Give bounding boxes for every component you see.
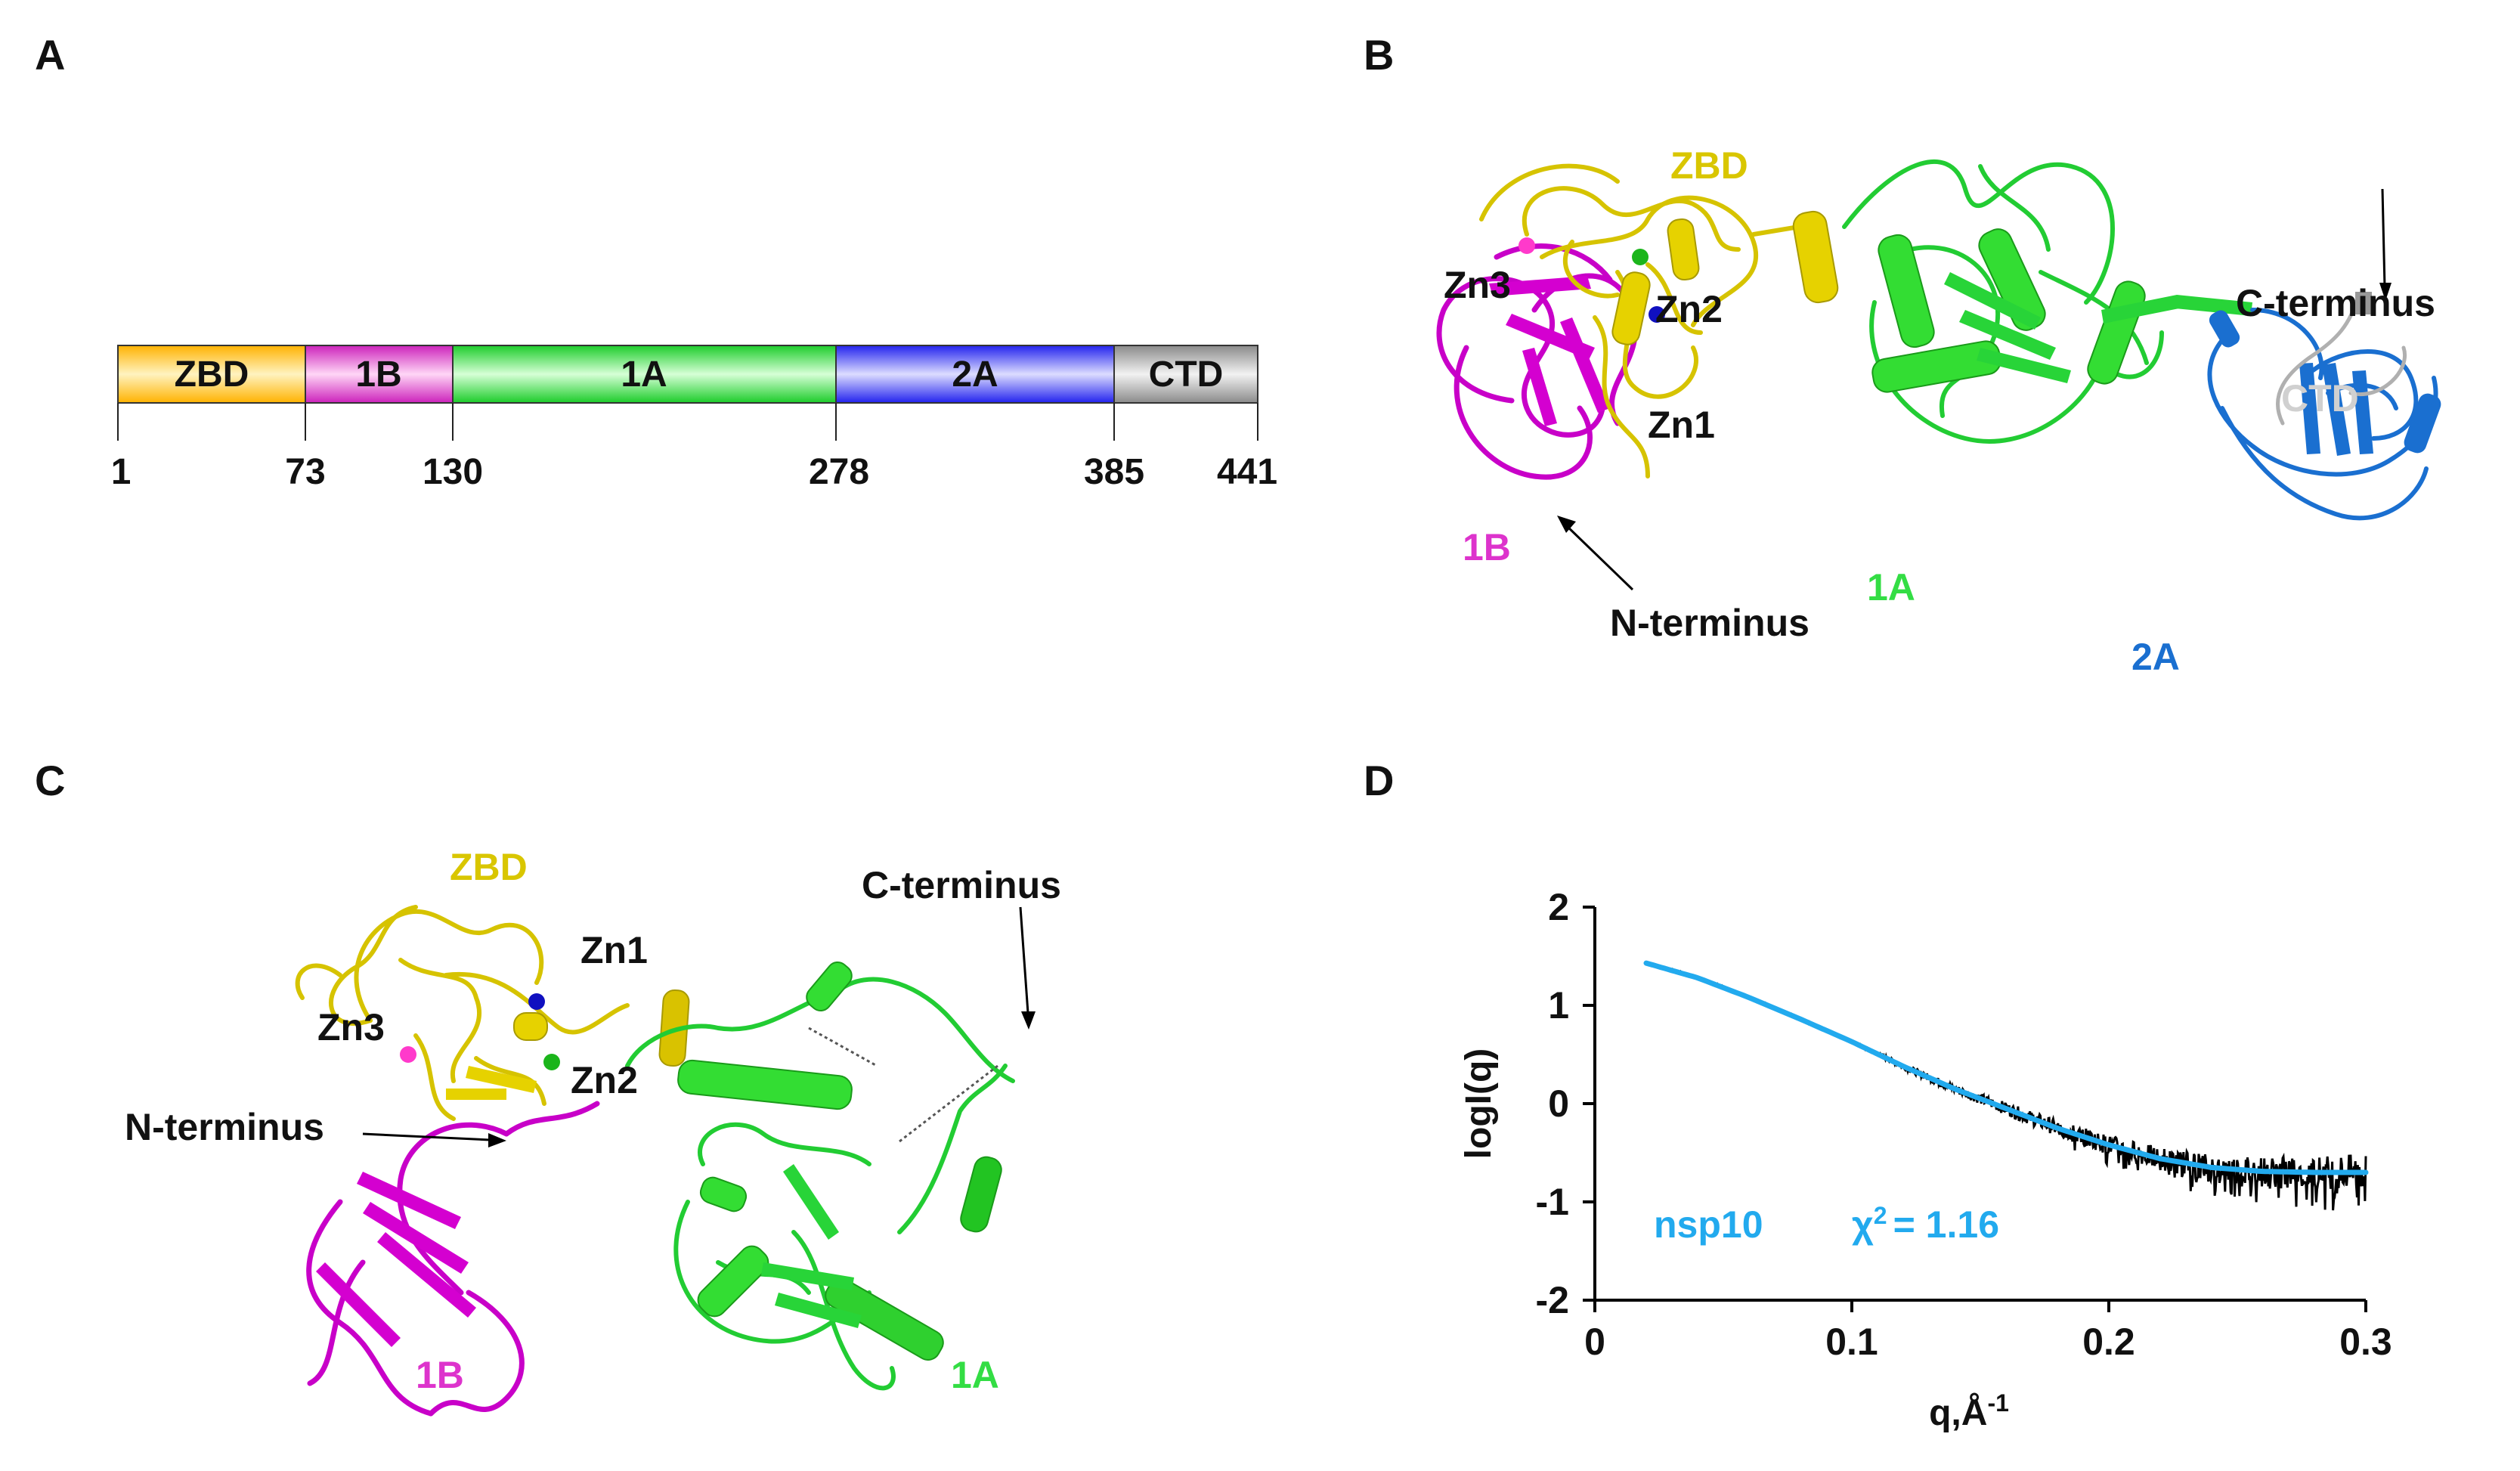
label-zbd: ZBD <box>1670 144 1748 187</box>
c-terminus-gap <box>899 1064 998 1143</box>
zn3-sphere <box>400 1046 416 1063</box>
structure-b: ZBD Zn3 Zn2 Zn1 1B N-terminus 1A 2A CTD … <box>1421 121 2494 741</box>
panel-letter-d: D <box>1364 757 1395 804</box>
segment-2a: 2A <box>835 345 1115 404</box>
y-tick-label: -2 <box>1536 1279 1569 1321</box>
label-1b: 1B <box>416 1354 464 1396</box>
y-axis-label: logI(q) <box>1459 1048 1499 1160</box>
segment-1b: 1B <box>305 345 454 404</box>
ctd-helix <box>2355 292 2372 314</box>
chi-symbol: χ <box>1852 1203 1874 1246</box>
x-axis-label: q,Å-1 <box>1929 1389 2009 1433</box>
n-terminus-arrow <box>362 1132 506 1147</box>
y-tick-label: 1 <box>1548 984 1569 1027</box>
loop-gap <box>808 1027 878 1067</box>
segment-label-1a: 1A <box>621 355 667 395</box>
label-1a: 1A <box>951 1354 999 1396</box>
2a-strands <box>2209 310 2441 456</box>
segment-label-2a: 2A <box>952 355 998 395</box>
structure-b-svg <box>1436 159 2441 591</box>
n-terminus-arrow <box>1557 516 1634 591</box>
chi-sup: 2 <box>1874 1202 1887 1229</box>
label-zn2: Zn2 <box>571 1059 638 1101</box>
label-1b: 1B <box>1463 526 1511 568</box>
structure-c: ZBD Zn1 Zn3 Zn2 N-terminus C-terminus 1B… <box>113 839 1187 1466</box>
label-zn3: Zn3 <box>1444 264 1511 306</box>
tick-label: 278 <box>809 452 869 492</box>
panel-letter-a: A <box>35 31 66 79</box>
label-c-terminus: C-terminus <box>862 864 1061 906</box>
saxs-chart: 2 1 0 -1 -2 0 0.1 0.2 0.3 logI(q) q,Å-1 nsp10 χ… <box>1429 869 2434 1459</box>
zn3-sphere <box>1519 237 1535 254</box>
tick-label: 385 <box>1084 452 1144 492</box>
c-terminus-arrow <box>1019 906 1036 1030</box>
label-2a: 2A <box>2131 636 2180 678</box>
c-terminus-arrow <box>2379 188 2392 301</box>
panel-letter-c: C <box>35 757 66 804</box>
segment-1a: 1A <box>452 345 837 404</box>
1a-strands <box>761 1164 862 1328</box>
domain-map-svg: ZBD 1B 1A 2A CTD 1 73 1 <box>111 345 1277 492</box>
tick-label: 73 <box>285 452 325 492</box>
zn1-sphere <box>528 993 545 1010</box>
fit-curve <box>1643 960 2369 1175</box>
tick-label: 130 <box>423 452 483 492</box>
label-zn1: Zn1 <box>580 929 648 971</box>
domain-zbd-cartoon <box>295 905 630 1121</box>
saxs-chart-svg: 210-1-2 0 0.1 0.2 0.3 logI(q) q,Å-1 nsp10 χ… <box>1459 886 2392 1433</box>
domain-1b-strands <box>1489 276 1610 426</box>
chi-value: = 1.16 <box>1893 1203 1999 1246</box>
domain-map: ZBD 1B 1A 2A CTD 1 73 1 <box>111 344 1293 510</box>
x-tick-label: 0.2 <box>2082 1321 2135 1363</box>
structure-c-svg <box>295 905 1036 1417</box>
sample-annotation: nsp10 <box>1654 1203 1763 1246</box>
label-zn2: Zn2 <box>1655 288 1723 330</box>
1a-helices <box>677 961 1002 1361</box>
1a-strands <box>1944 272 2252 383</box>
label-ctd: CTD <box>2281 377 2359 420</box>
y-ticks: 2 1 0 -1 -2 <box>1536 886 1595 1321</box>
tick-lines <box>117 403 1258 441</box>
zn2-sphere <box>1632 249 1649 265</box>
y-tick-label: 2 <box>1548 886 1569 928</box>
tick-labels: 1 73 130 278 385 441 <box>111 452 1277 492</box>
y-tick-label: 0 <box>1548 1082 1569 1125</box>
x-tick-label: 0 <box>1584 1321 1605 1363</box>
zn2-sphere <box>543 1054 560 1070</box>
label-zbd: ZBD <box>450 846 528 888</box>
tick-label: 441 <box>1217 452 1277 492</box>
label-c-terminus: C-terminus <box>2236 282 2435 324</box>
y-tick-label: -1 <box>1536 1181 1569 1223</box>
label-n-terminus: N-terminus <box>125 1106 324 1148</box>
chi-annotation: χ2 = 1.16 <box>1852 1202 1999 1246</box>
x-ticks: 0 0.1 0.2 0.3 <box>1584 1300 2392 1363</box>
segment-label-1b: 1B <box>355 355 401 395</box>
domain-ctd-cartoon <box>2276 293 2407 426</box>
plot-lines <box>1643 960 2369 1211</box>
tick-label: 1 <box>113 452 131 492</box>
segment-ctd: CTD <box>1113 345 1258 404</box>
panel-letter-b: B <box>1364 31 1395 79</box>
1a-helices <box>1871 228 2146 393</box>
zbd-helices <box>1611 210 1839 345</box>
label-1a: 1A <box>1867 566 1915 609</box>
x-axis-label-sup: -1 <box>1987 1389 2008 1417</box>
segment-zbd: ZBD <box>117 345 306 404</box>
segment-label-ctd: CTD <box>1149 355 1224 395</box>
segment-label-zbd: ZBD <box>175 355 249 395</box>
1b-strands <box>316 1172 476 1347</box>
zbd-strands <box>446 1066 537 1100</box>
label-n-terminus: N-terminus <box>1610 602 1810 644</box>
x-tick-label: 0.3 <box>2339 1321 2392 1363</box>
x-axis-label-text: q,Å <box>1929 1392 1987 1433</box>
label-zn1: Zn1 <box>1648 404 1715 446</box>
domain-1b-cartoon <box>306 1101 600 1417</box>
label-zn3: Zn3 <box>317 1006 385 1048</box>
x-tick-label: 0.1 <box>1825 1321 1878 1363</box>
zn1-sphere <box>1649 306 1665 323</box>
